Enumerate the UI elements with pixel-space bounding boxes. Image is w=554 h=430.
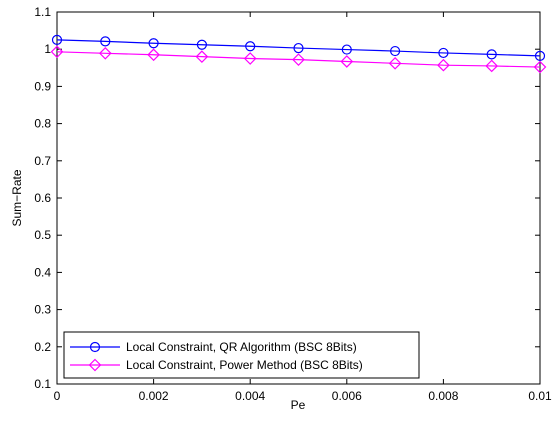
legend-label: Local Constraint, Power Method (BSC 8Bit… xyxy=(126,358,363,372)
y-tick-label: 0.2 xyxy=(34,340,51,354)
y-tick-label: 1 xyxy=(44,42,51,56)
legend-marker-swatch xyxy=(88,358,102,372)
y-tick-label: 0.9 xyxy=(34,79,51,93)
axis-ticks xyxy=(56,11,541,385)
data-point xyxy=(245,41,256,52)
x-tick-label: 0.002 xyxy=(139,389,169,403)
legend-marker-swatch xyxy=(89,341,101,353)
legend-box xyxy=(63,331,420,379)
data-point xyxy=(388,56,402,70)
data-point xyxy=(340,55,354,68)
data-point xyxy=(293,42,304,54)
data-point xyxy=(148,38,159,49)
y-tick-label: 0.6 xyxy=(34,191,51,205)
x-axis-label: Pe xyxy=(291,398,306,412)
data-point xyxy=(438,47,449,59)
legend-entry: Local Constraint, QR Algorithm (BSC 8Bit… xyxy=(70,340,357,354)
series-line xyxy=(56,51,541,68)
x-tick-label: 0.004 xyxy=(235,389,265,403)
data-point xyxy=(534,50,546,61)
data-point xyxy=(292,53,305,66)
x-tick-label: 0.008 xyxy=(428,389,458,403)
series-2 xyxy=(50,45,547,74)
x-tick-label: 0 xyxy=(54,389,61,403)
data-point xyxy=(51,34,63,46)
y-tick-label: 0.7 xyxy=(34,154,51,168)
series-line xyxy=(56,39,541,57)
data-point xyxy=(243,52,257,65)
data-point xyxy=(100,36,111,47)
series-1 xyxy=(51,34,546,61)
data-point xyxy=(196,39,207,50)
x-tick-label: 0.01 xyxy=(528,389,552,403)
data-point xyxy=(390,45,401,57)
data-point xyxy=(485,59,499,73)
x-tick-label: 0.006 xyxy=(332,389,362,403)
x-tick-labels: 0 0.002 0.004 0.006 0.008 0.01 xyxy=(54,389,552,403)
data-point xyxy=(98,46,112,60)
y-tick-label: 0.1 xyxy=(34,377,51,391)
data-point xyxy=(437,58,450,72)
data-point xyxy=(50,45,64,59)
series-layer xyxy=(50,34,547,74)
y-tick-label: 0.3 xyxy=(34,303,51,317)
data-point xyxy=(147,48,160,62)
y-tick-label: 0.4 xyxy=(34,265,51,279)
legend-label: Local Constraint, QR Algorithm (BSC 8Bit… xyxy=(126,340,357,354)
y-tick-label: 0.5 xyxy=(34,228,51,242)
data-point xyxy=(486,49,497,60)
legend-entry: Local Constraint, Power Method (BSC 8Bit… xyxy=(70,358,363,372)
data-point xyxy=(341,44,352,55)
y-tick-labels: 0.1 0.2 0.3 0.4 0.5 0.6 0.7 0.8 0.9 1 1.1 xyxy=(34,5,51,391)
data-point xyxy=(533,60,547,74)
y-tick-label: 1.1 xyxy=(34,5,51,19)
plot-area xyxy=(56,11,541,385)
y-axis-label: Sum−Rate xyxy=(10,169,24,226)
legend: Local Constraint, QR Algorithm (BSC 8Bit… xyxy=(63,331,420,379)
data-point xyxy=(195,50,209,63)
y-tick-label: 0.8 xyxy=(34,117,51,131)
